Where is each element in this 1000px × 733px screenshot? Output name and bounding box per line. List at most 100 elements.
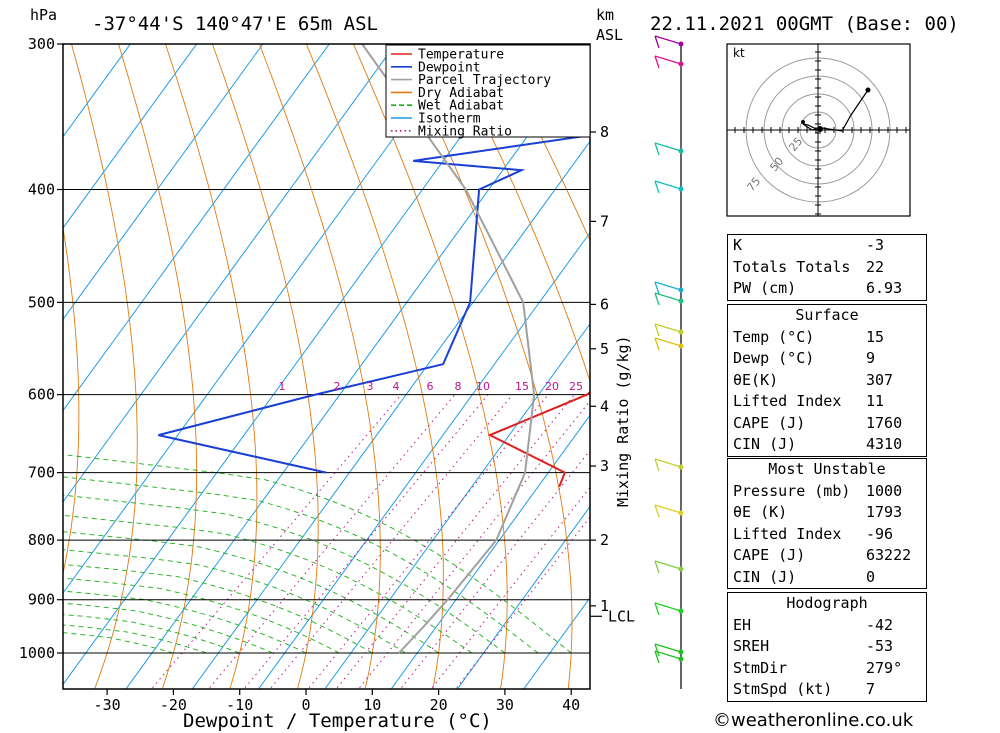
surface-table: Surface Temp (°C) 15 Dewp (°C) 9 θE(K) 307 Lif… — [727, 304, 927, 457]
row-value: 7 — [866, 680, 876, 698]
lcl-label: LCL — [608, 607, 635, 625]
height-tick-label: 4 — [600, 397, 609, 415]
table-row: Temp (°C) 15 — [728, 327, 926, 349]
table-row: Lifted Index -96 — [728, 524, 926, 546]
dry-adiabat-line — [118, 44, 198, 689]
row-label: PW (cm) — [733, 279, 797, 297]
legend-label: Parcel Trajectory — [418, 73, 551, 88]
wet-adiabat-line — [63, 494, 506, 654]
plot-frame — [62, 43, 591, 690]
row-label: Lifted Index — [733, 524, 842, 543]
wind-barb-icon — [654, 180, 682, 190]
row-label: CIN (J) — [733, 567, 797, 586]
isotherm-line — [390, 414, 590, 689]
isotherm-line — [63, 44, 65, 47]
dry-adiabat-line — [211, 44, 319, 689]
pressure-unit-label: hPa — [30, 6, 57, 24]
dry-adiabat-line — [983, 9, 1000, 692]
legend-label: Isotherm — [418, 112, 481, 127]
dry-adiabat-line — [305, 44, 444, 689]
legend-label: Wet Adiabat — [418, 99, 504, 114]
pressure-tick-label: 500 — [28, 293, 55, 311]
wet-adiabat-line — [63, 614, 240, 654]
mixing-ratio-label: 3 — [367, 380, 374, 393]
legend-label: Temperature — [418, 48, 504, 63]
wind-barb-icon — [654, 281, 682, 291]
wind-barb-icon — [654, 142, 682, 152]
row-label: CIN (J) — [733, 435, 797, 453]
series-parcel-trajectory — [361, 44, 536, 654]
dry-adiabat-line — [937, 9, 1000, 692]
row-value: 1793 — [866, 503, 903, 521]
mixing-ratio-label: 1 — [279, 380, 286, 393]
mixing-ratio-line — [243, 394, 489, 689]
temperature-tick-label: 10 — [363, 696, 381, 714]
mixing-ratio-labels: 1 2 3 4 6 8 10 15 20 25 — [279, 380, 584, 393]
temperature-tick-label: -10 — [226, 696, 253, 714]
wind-barb-icon — [654, 643, 682, 653]
x-axis-title: Dewpoint / Temperature (°C) — [183, 710, 492, 732]
location-title: -37°44'S 140°47'E 65m ASL — [92, 13, 378, 35]
row-label: Lifted Index — [733, 392, 842, 410]
mixing-ratio-axis-title: Mixing Ratio (g/kg) — [614, 335, 632, 507]
pressure-tick-label: 700 — [28, 464, 55, 482]
wet-adiabat-line — [63, 602, 274, 654]
mixing-ratio-label: 25 — [569, 380, 583, 393]
wind-level-dot — [678, 61, 684, 67]
dry-adiabat-line — [399, 44, 573, 689]
mixing-ratio-label: 20 — [545, 380, 559, 393]
hodograph-table-title: Hodograph — [786, 594, 868, 612]
mixing-ratio-line — [207, 394, 456, 689]
temperature-tick-label: 40 — [562, 696, 580, 714]
row-value: 63222 — [866, 546, 912, 564]
wind-barb-icon — [654, 504, 682, 514]
mixing-ratio-label: 10 — [476, 380, 490, 393]
row-label: Pressure (mb) — [733, 481, 851, 500]
wind-barb-flag-icon — [654, 292, 660, 306]
row-label: SREH — [733, 637, 770, 655]
datetime-title: 22.11.2021 00GMT (Base: 00) — [650, 13, 959, 35]
unstable-table: Most Unstable Pressure (mb) 1000 θE (K) 179… — [727, 458, 927, 589]
wind-barb-flag-icon — [654, 458, 660, 472]
table-row: CAPE (J) 63222 — [728, 545, 926, 567]
legend-label: Dry Adiabat — [418, 86, 504, 101]
wind-barb-icon — [654, 292, 682, 302]
height-tick-label: 8 — [600, 123, 609, 141]
mixing-ratio-label: 2 — [334, 380, 341, 393]
dry-adiabat-line — [352, 44, 508, 689]
wind-barb-flag-icon — [654, 504, 660, 518]
wind-barb-icon — [654, 560, 682, 570]
wet-adiabat-line — [63, 454, 572, 654]
pressure-tick-label: 400 — [28, 181, 55, 199]
row-value: 0 — [866, 567, 876, 586]
row-value: 9 — [866, 349, 876, 367]
row-label: EH — [733, 615, 752, 634]
wet-adiabat-line — [63, 514, 473, 654]
isotherm-line — [257, 231, 590, 689]
row-label: θE (K) — [733, 503, 788, 521]
row-value: -3 — [866, 236, 885, 254]
wind-barb-flag-icon — [654, 650, 660, 664]
wind-barb-icon — [654, 458, 682, 468]
row-label: StmDir — [733, 658, 788, 677]
indices-table: K -3 Totals Totals 22 PW (cm) 6.93 — [727, 234, 927, 301]
surface-table-title: Surface — [795, 306, 859, 324]
wind-barb-flag-icon — [654, 35, 660, 49]
wind-barb-flag-icon — [654, 323, 660, 337]
series-dewpoint — [158, 107, 590, 474]
temperature-tick-label: 20 — [430, 696, 448, 714]
legend-box — [385, 44, 591, 138]
hodograph-unit: kt — [733, 46, 745, 60]
row-value: 15 — [866, 327, 885, 346]
wind-barb-icon — [654, 55, 682, 65]
pressure-tick-label: 1000 — [19, 644, 55, 662]
isotherm-line — [0, 9, 23, 692]
wet-adiabat-line — [63, 531, 439, 654]
isotherm-line — [191, 140, 590, 689]
height-tick-label: 5 — [600, 340, 609, 358]
copyright-text: ©weatheronline.co.uk — [713, 710, 914, 731]
km-label: km — [596, 6, 614, 24]
row-value: -42 — [866, 615, 894, 634]
row-value: 1000 — [866, 481, 903, 500]
